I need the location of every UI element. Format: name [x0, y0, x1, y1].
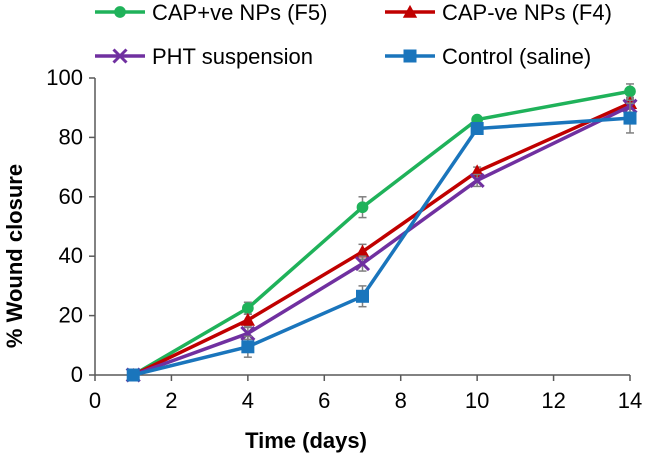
data-point [240, 312, 256, 326]
legend-label: PHT suspension [152, 44, 313, 69]
series-1 [127, 83, 636, 381]
y-axis-title: % Wound closure [2, 164, 27, 348]
legend-marker [112, 48, 128, 64]
data-point [241, 340, 255, 354]
series-line [132, 116, 631, 377]
series-3 [125, 98, 638, 383]
x-tick-label: 10 [465, 388, 489, 413]
legend-label: CAP-ve NPs (F4) [442, 0, 612, 25]
legend-entry-3: PHT suspension [95, 44, 313, 69]
x-tick-label: 6 [318, 388, 330, 413]
legend-marker [402, 4, 418, 18]
marker-stroke [240, 325, 256, 341]
series-line [132, 89, 631, 377]
y-tick-label: 0 [71, 362, 83, 387]
legend-entry-4: Control (saline) [385, 44, 591, 69]
y-tick-label: 60 [59, 184, 83, 209]
x-tick-label: 14 [618, 388, 642, 413]
x-tick-label: 0 [89, 388, 101, 413]
y-tick-label: 80 [59, 124, 83, 149]
data-point [126, 368, 140, 382]
x-axis-title: Time (days) [245, 428, 367, 453]
x-tick-label: 12 [541, 388, 565, 413]
series-4 [126, 102, 637, 382]
y-tick-label: 40 [59, 243, 83, 268]
series-layer [125, 83, 638, 383]
data-point [356, 201, 369, 214]
data-point [354, 256, 371, 272]
marker-stroke [112, 48, 128, 64]
y-tick-label: 20 [59, 303, 83, 328]
data-point [355, 244, 370, 258]
data-point [240, 325, 256, 341]
data-point [242, 302, 254, 315]
series-line [132, 104, 631, 377]
legend-label: Control (saline) [442, 44, 591, 69]
data-point [624, 85, 636, 98]
marker-stroke [354, 256, 371, 272]
data-point [470, 121, 484, 135]
data-point [469, 172, 485, 189]
legend-label: CAP+ve NPs (F5) [152, 0, 327, 25]
x-tick-label: 2 [165, 388, 177, 413]
data-point [356, 289, 369, 303]
data-point [623, 111, 637, 125]
legend-entry-2: CAP-ve NPs (F4) [385, 0, 612, 25]
legend-entry-1: CAP+ve NPs (F5) [95, 0, 327, 25]
legend-marker [403, 49, 417, 63]
legend-marker [114, 6, 126, 18]
x-tick-label: 8 [395, 388, 407, 413]
x-tick-label: 4 [242, 388, 254, 413]
y-tick-label: 100 [46, 65, 83, 90]
legend: CAP+ve NPs (F5) CAP-ve NPs (F4) PHT suspen… [95, 0, 612, 69]
axes: 0 20 40 60 80 100 0 2 4 6 8 10 12 14 [46, 65, 642, 413]
marker-stroke [469, 172, 485, 189]
